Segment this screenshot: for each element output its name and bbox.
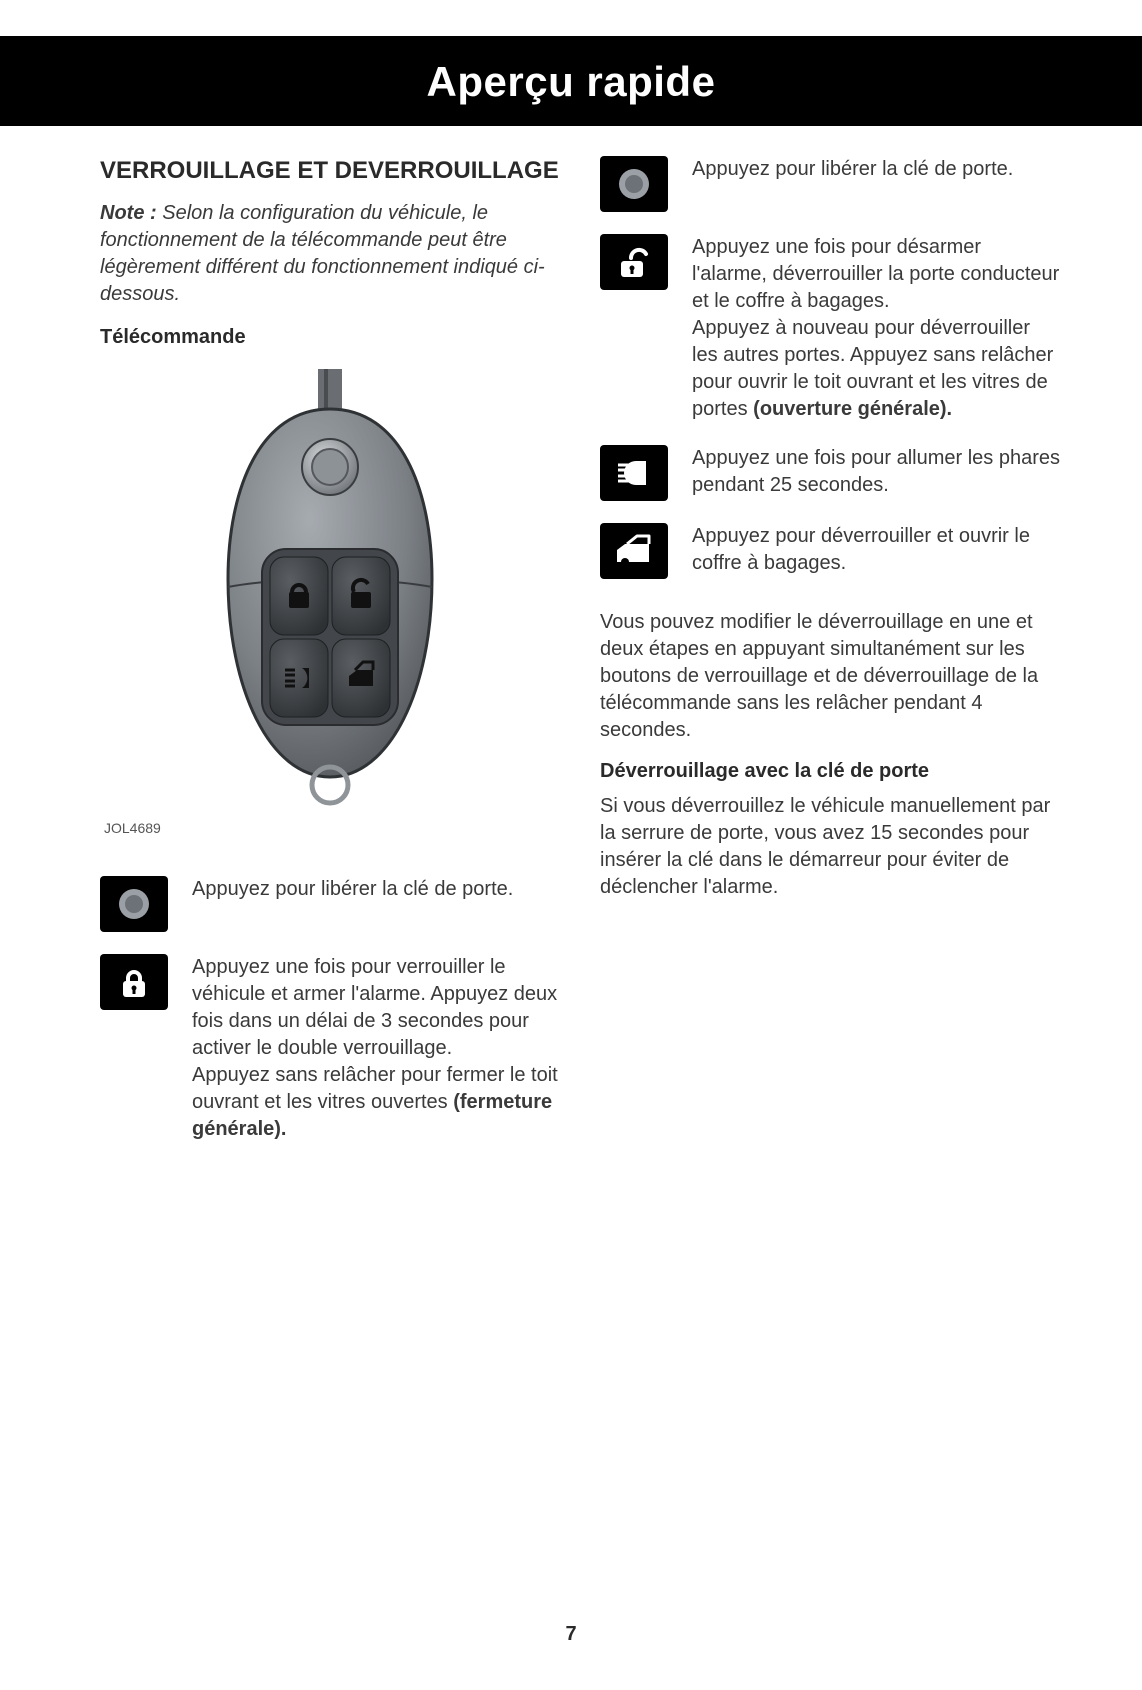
keyfob-illustration <box>200 369 460 809</box>
icon-row-text: Appuyez pour libérer la clé de porte. <box>192 876 513 903</box>
icon-row: Appuyez une fois pour allumer les phares… <box>600 445 1060 501</box>
icon-row: Appuyez pour déverrouiller et ouvrir le … <box>600 523 1060 579</box>
left-column: VERROUILLAGE ET DEVERROUILLAGE Note : Se… <box>100 156 560 1155</box>
right-icon-rows: Appuyez pour libérer la clé de porte. Ap… <box>600 156 1060 591</box>
page-number: 7 <box>0 1623 1142 1646</box>
left-icon-rows: Appuyez pour libérer la clé de porte. Ap… <box>100 876 560 1155</box>
remote-subheading: Télécommande <box>100 326 560 349</box>
header-bar: Aperçu rapide <box>0 36 1142 126</box>
icon-row: Appuyez une fois pour verrouiller le véh… <box>100 954 560 1143</box>
figure-id: JOL4689 <box>100 820 560 836</box>
paragraph-key-unlock: Si vous déverrouillez le véhicule manuel… <box>600 793 1060 901</box>
icon-row-text: Appuyez une fois pour désarmer l'alarme,… <box>692 234 1060 423</box>
page-title: Aperçu rapide <box>0 58 1142 106</box>
lock-icon <box>100 954 168 1010</box>
key-release-icon <box>600 156 668 212</box>
icon-row-text: Appuyez une fois pour verrouiller le véh… <box>192 954 560 1143</box>
note-paragraph: Note : Selon la configuration du véhicul… <box>100 200 560 308</box>
remote-figure: JOL4689 <box>100 369 560 836</box>
key-unlock-subheading: Déverrouillage avec la clé de porte <box>600 760 1060 783</box>
icon-row: Appuyez pour libérer la clé de porte. <box>600 156 1060 212</box>
note-text: Selon la configuration du véhicule, le f… <box>100 202 545 305</box>
icon-row: Appuyez une fois pour désarmer l'alarme,… <box>600 234 1060 423</box>
trunk-icon <box>600 523 668 579</box>
right-column: Appuyez pour libérer la clé de porte. Ap… <box>600 156 1060 1155</box>
paragraph-modify-unlock: Vous pouvez modifier le déverrouillage e… <box>600 609 1060 744</box>
headlamp-icon <box>600 445 668 501</box>
icon-row-text: Appuyez une fois pour allumer les phares… <box>692 445 1060 499</box>
page-content: VERROUILLAGE ET DEVERROUILLAGE Note : Se… <box>0 126 1142 1155</box>
icon-row: Appuyez pour libérer la clé de porte. <box>100 876 560 932</box>
key-release-icon <box>100 876 168 932</box>
note-label: Note : <box>100 202 157 224</box>
section-heading: VERROUILLAGE ET DEVERROUILLAGE <box>100 156 560 186</box>
unlock-icon <box>600 234 668 290</box>
icon-row-text: Appuyez pour déverrouiller et ouvrir le … <box>692 523 1060 577</box>
icon-row-text: Appuyez pour libérer la clé de porte. <box>692 156 1013 183</box>
